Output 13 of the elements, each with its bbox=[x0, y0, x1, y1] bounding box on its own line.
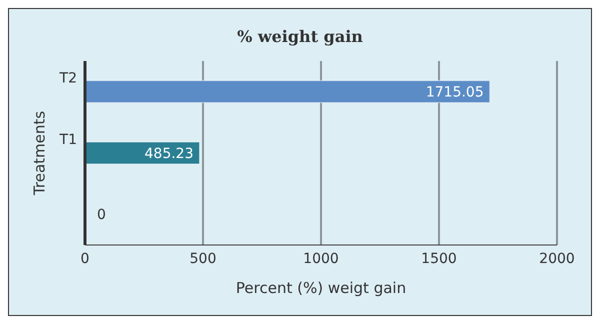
x-tick-label: 2000 bbox=[539, 250, 575, 267]
data-label: 485.23 bbox=[144, 146, 194, 162]
y-axis-title: Treatments bbox=[30, 110, 48, 196]
x-tick-label: 1500 bbox=[421, 250, 457, 267]
x-tick-label: 1000 bbox=[303, 250, 339, 267]
y-tick-label: T1 bbox=[58, 132, 77, 148]
data-label: 0 bbox=[97, 207, 106, 224]
x-axis-title: Percent (%) weigt gain bbox=[236, 279, 406, 297]
x-tick-label: 500 bbox=[190, 250, 216, 267]
y-tick-label: T2 bbox=[58, 70, 77, 87]
x-tick-label: 0 bbox=[80, 250, 90, 267]
chart-title: % weight gain bbox=[236, 26, 364, 48]
data-label: 1715.05 bbox=[426, 84, 484, 101]
